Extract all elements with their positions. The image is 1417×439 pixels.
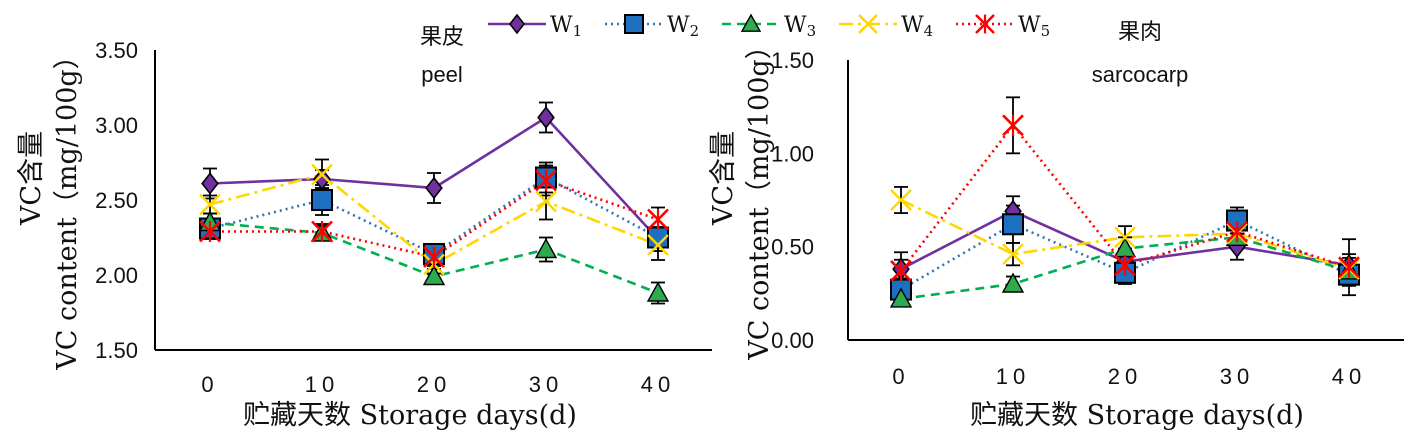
sarcocarp-point-W4 — [890, 189, 912, 211]
sarcocarp-x-tick-label: 30 — [1220, 364, 1254, 389]
peel-y-axis-title-en: VC content（mg/100g） — [52, 42, 83, 370]
legend-entry-W2: W2 — [605, 13, 699, 40]
marker-stroke — [311, 163, 333, 186]
peel-y-axis-title-cn: VC含量 — [16, 131, 47, 226]
peel-point-W4 — [199, 193, 221, 216]
legend-label-W2: W2 — [667, 13, 699, 40]
peel-line-W5 — [210, 179, 659, 259]
sarcocarp-chart: 0.00 0.50 1.00 1.50 0 10 20 30 40 — [771, 48, 1404, 389]
marker-stroke — [858, 14, 878, 34]
peel-point-W1 — [201, 172, 219, 195]
peel-point-W4 — [311, 163, 333, 186]
peel-x-axis-title: 贮藏天数 Storage days(d) — [243, 400, 577, 431]
peel-x-tick-label: 40 — [641, 372, 675, 397]
legend-marker-W2 — [624, 14, 644, 34]
sarcocarp-y-tick-label: 0.50 — [771, 235, 814, 260]
sarcocarp-point-W5 — [1338, 256, 1360, 279]
peel-x-tick-label: 10 — [305, 372, 339, 397]
legend-entry-W4: W4 — [839, 13, 933, 40]
sarcocarp-title-en: sarcocarp — [1092, 62, 1189, 87]
legend-marker-W3 — [740, 13, 762, 32]
marker-stroke — [1114, 226, 1136, 249]
sarcocarp-point-W5 — [1226, 220, 1248, 243]
legend-label-W1: W1 — [550, 13, 582, 40]
legend-entry-W3: W3 — [722, 13, 816, 40]
legend-label-W4: W4 — [901, 13, 933, 40]
marker-stroke — [199, 193, 221, 216]
sarcocarp-y-tick-label: 1.50 — [771, 48, 814, 73]
peel-y-tick-label: 1.50 — [95, 338, 138, 363]
sarcocarp-y-axis-title-en: VC content（mg/100g） — [744, 32, 775, 360]
legend-entry-W1: W1 — [488, 13, 582, 40]
sarcocarp-x-tick-label: 40 — [1332, 364, 1366, 389]
sarcocarp-y-axis-title-cn: VC含量 — [708, 131, 739, 226]
peel-y-tick-label: 3.00 — [95, 113, 138, 138]
sarcocarp-x-tick-label: 10 — [996, 364, 1030, 389]
marker-stroke — [535, 190, 557, 213]
peel-point-W3 — [422, 265, 446, 286]
legend-marker-W5 — [975, 14, 995, 34]
peel-point-W5 — [647, 208, 669, 231]
legend-marker-W1 — [508, 13, 526, 35]
sarcocarp-point-W3 — [1001, 272, 1025, 293]
marker-stroke — [890, 189, 912, 211]
peel-point-W3 — [646, 281, 670, 302]
sarcocarp-point-W5 — [1114, 254, 1136, 277]
peel-point-W5 — [535, 169, 557, 192]
legend-label-W3: W3 — [784, 13, 816, 40]
peel-point-W4 — [647, 234, 669, 256]
sarcocarp-point-W4 — [1002, 243, 1024, 265]
peel-point-W3 — [534, 238, 558, 259]
sarcocarp-y-tick-label: 0.00 — [771, 328, 814, 353]
peel-y-tick-label: 3.50 — [95, 38, 138, 63]
legend-marker-W4 — [858, 14, 878, 34]
peel-y-tick-label: 2.50 — [95, 188, 138, 213]
legend: W1 W2 W3 W4 W5 — [488, 13, 1050, 40]
sarcocarp-point-W3 — [1113, 237, 1137, 258]
peel-chart: 1.50 2.00 2.50 3.00 3.50 0 10 20 30 40 — [95, 38, 712, 397]
peel-y-tick-label: 2.00 — [95, 263, 138, 288]
peel-point-W2 — [311, 189, 333, 211]
sarcocarp-point-W5 — [890, 260, 912, 282]
peel-point-W1 — [537, 106, 555, 129]
peel-series-W5 — [210, 179, 659, 259]
sarcocarp-point-W4 — [1114, 226, 1136, 249]
peel-x-tick-label: 0 — [201, 372, 218, 397]
peel-point-W5 — [199, 220, 221, 243]
sarcocarp-point-W3 — [889, 287, 913, 308]
sarcocarp-x-tick-label: 20 — [1108, 364, 1142, 389]
peel-title-cn: 果皮 — [420, 25, 464, 50]
peel-point-W4 — [535, 190, 557, 213]
peel-point-W1 — [425, 176, 443, 200]
legend-label-W5: W5 — [1018, 13, 1050, 40]
sarcocarp-point-W2 — [1002, 213, 1024, 236]
sarcocarp-title-cn: 果肉 — [1118, 20, 1162, 45]
legend-entry-W5: W5 — [956, 13, 1050, 40]
marker-stroke — [1002, 243, 1024, 265]
peel-x-tick-label: 20 — [417, 372, 451, 397]
peel-point-W5 — [311, 220, 333, 243]
peel-x-tick-label: 30 — [529, 372, 563, 397]
peel-point-W5 — [423, 246, 445, 268]
sarcocarp-y-tick-label: 1.00 — [771, 141, 814, 166]
peel-title-en: peel — [421, 62, 463, 87]
marker-stroke — [647, 234, 669, 256]
sarcocarp-x-axis-title: 贮藏天数 Storage days(d) — [970, 400, 1304, 431]
sarcocarp-x-tick-label: 0 — [892, 364, 909, 389]
sarcocarp-point-W5 — [1002, 114, 1024, 137]
